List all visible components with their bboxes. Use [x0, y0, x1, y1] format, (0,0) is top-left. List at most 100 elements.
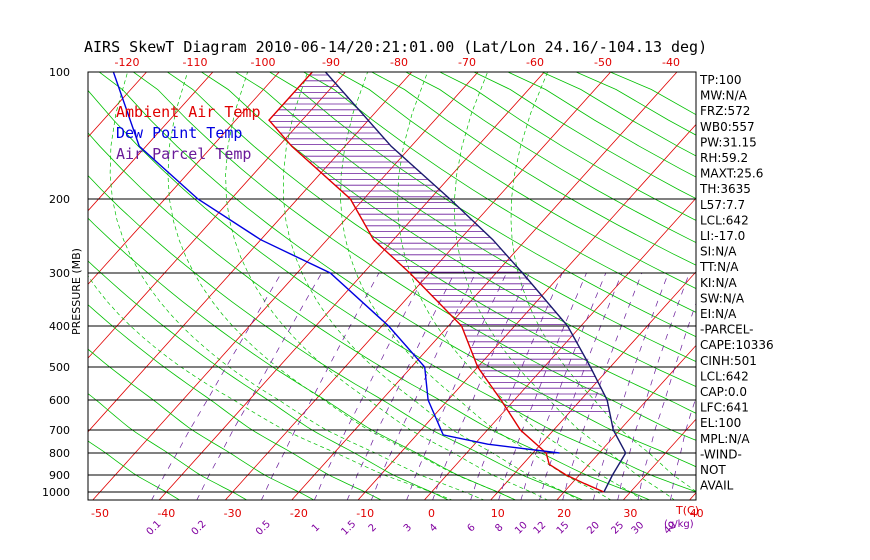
mixing-ratio-line [260, 272, 380, 500]
mixing-ratio-line [539, 272, 623, 500]
isotherm-line [423, 197, 696, 500]
mixing-ratio-tick-label: 0.5 [254, 519, 273, 538]
stability-index-item: WB0:557 [700, 120, 755, 134]
isotherm-line [622, 418, 696, 500]
mixing-ratio-tick-label: 10 [513, 520, 530, 537]
bottom-temp-tick-label: 30 [623, 507, 637, 520]
pressure-tick-label: 300 [49, 267, 70, 280]
pressure-tick-label: 1000 [42, 486, 70, 499]
mixing-ratio-tick-label: 8 [493, 522, 505, 534]
top-temp-tick-label: -90 [322, 56, 340, 69]
bottom-temp-tick-label: -40 [157, 507, 175, 520]
mixing-ratio-tick-label: 20 [585, 520, 602, 537]
isotherm-line [357, 123, 696, 500]
bottom-temp-tick-label: -20 [290, 507, 308, 520]
dry-adiabat-line [88, 260, 450, 500]
pressure-tick-label: 100 [49, 66, 70, 79]
top-temp-tick-label: -110 [183, 56, 208, 69]
dry-adiabat-line [507, 72, 696, 178]
dry-adiabat-line [302, 72, 696, 313]
pressure-tick-label: 900 [49, 469, 70, 482]
stability-index-item: MPL:N/A [700, 432, 750, 446]
dry-adiabat-line [88, 175, 584, 500]
stability-index-item: NOT [700, 463, 726, 477]
legend-parcel: Air Parcel Temp [116, 145, 251, 163]
bottom-temp-tick-label: 10 [491, 507, 505, 520]
dry-adiabat-line [88, 304, 382, 500]
stability-index-item: MW:N/A [700, 89, 748, 103]
dry-adiabat-line [268, 72, 696, 338]
cape-hatch-layer [270, 74, 610, 412]
isotherm-line [291, 72, 678, 500]
bottom-temp-tick-label: -30 [224, 507, 242, 520]
stability-index-item: KI:N/A [700, 276, 737, 290]
dry-adiabat-line [370, 72, 696, 266]
dry-adiabat-line [88, 393, 248, 500]
mixing-ratio-line [617, 272, 690, 500]
mixing-ratio-tick-label: 25 [609, 520, 626, 537]
mixing-ratio-line [196, 272, 322, 500]
isotherm-line [755, 49, 870, 501]
pressure-axis: 100 200 300 400 500 600 700 800 900 1000 [42, 66, 70, 499]
stability-index-item: CAP:0.0 [700, 385, 747, 399]
dry-adiabat-line [88, 132, 651, 500]
dew-point-line [112, 72, 560, 454]
pressure-tick-label: 600 [49, 394, 70, 407]
x-axis-label: T(C) [675, 504, 699, 517]
mixing-ratio-tick-label: 15 [555, 520, 572, 537]
mixing-ratio-line [592, 272, 669, 500]
isotherm-line [88, 72, 280, 285]
stability-index-item: AVAIL [700, 479, 734, 493]
moist-adiabat-line [510, 72, 696, 492]
legend-ambient: Ambient Air Temp [116, 103, 261, 121]
stability-index-item: -WIND- [700, 447, 742, 461]
bottom-temp-tick-label: 40 [690, 507, 704, 520]
isotherm-line [158, 72, 545, 500]
stability-index-item: TH:3635 [699, 182, 751, 196]
mixing-ratio-line [562, 272, 643, 500]
stability-index-item: LCL:642 [700, 369, 749, 383]
dry-adiabat-line [234, 72, 696, 363]
mixing-ratio-tick-label: 0.1 [145, 519, 164, 538]
parcel-temp-line [324, 72, 627, 493]
stability-index-item: LCL:642 [700, 213, 749, 227]
top-temperature-axis: -120 -110 -100 -90 -80 -70 -60 -50 -40 [115, 56, 680, 69]
bottom-temp-tick-label: -10 [356, 507, 374, 520]
mixing-ratio-tick-label: 2 [367, 522, 379, 534]
mixing-ratio-tick-label: 1 [310, 522, 322, 534]
mixing-ratio-tick-label: 12 [532, 520, 549, 537]
mixing-ratio-tick-label: 1.5 [339, 519, 358, 538]
stability-index-item: SI:N/A [700, 245, 737, 259]
isotherm-line [0, 49, 35, 501]
dry-adiabat-line [336, 72, 696, 290]
stability-index-item: L57:7.7 [700, 198, 745, 212]
dry-adiabat-line [88, 89, 696, 493]
isotherm-line [88, 72, 346, 359]
isotherm-line [224, 72, 612, 500]
isotherm-line [88, 72, 148, 138]
stability-index-item: PW:31.15 [700, 135, 757, 149]
stability-index-item: RH:59.2 [700, 151, 748, 165]
y-axis-label: PRESSURE (MB) [70, 248, 83, 335]
mixing-ratio-line [370, 272, 476, 500]
moist-adiabat-line [283, 72, 580, 500]
top-temp-tick-label: -50 [594, 56, 612, 69]
mixing-ratio-line [637, 302, 696, 500]
plot-frame [87, 71, 697, 501]
mixing-ratio-line [520, 272, 607, 500]
stability-index-item: EI:N/A [700, 307, 737, 321]
ambient-temp-line [268, 72, 605, 493]
moist-adiabat-line [167, 72, 517, 500]
top-temp-tick-label: -80 [390, 56, 408, 69]
pressure-tick-label: 400 [49, 320, 70, 333]
bottom-temp-tick-label: 0 [428, 507, 435, 520]
mixing-ratio-tick-label: 3 [402, 522, 414, 534]
moist-adiabat-line [454, 72, 675, 500]
stability-index-item: MAXT:25.6 [700, 167, 763, 181]
stability-index-item: CINH:501 [700, 354, 757, 368]
stability-index-item: -PARCEL- [700, 323, 754, 337]
pressure-tick-label: 700 [49, 424, 70, 437]
bottom-temp-tick-label: 20 [557, 507, 571, 520]
dry-adiabat-line [132, 72, 696, 441]
mixing-ratio-tick-label: 30 [630, 520, 647, 537]
